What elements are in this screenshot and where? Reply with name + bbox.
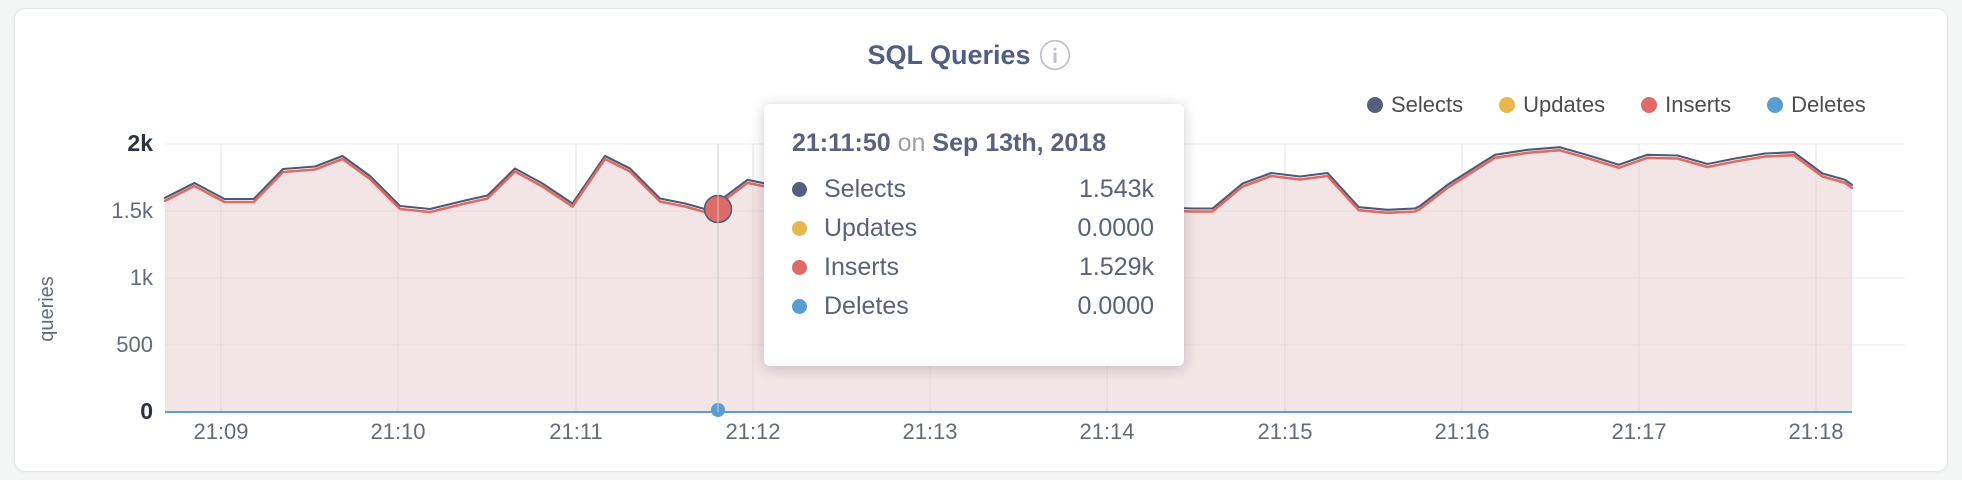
svg-text:2k: 2k	[127, 130, 153, 156]
svg-text:21:17: 21:17	[1611, 419, 1666, 444]
svg-text:21:16: 21:16	[1434, 419, 1489, 444]
svg-text:1.5k: 1.5k	[111, 198, 154, 223]
svg-text:21:14: 21:14	[1079, 419, 1134, 444]
svg-text:1k: 1k	[130, 265, 154, 290]
svg-text:21:09: 21:09	[193, 419, 248, 444]
svg-text:500: 500	[116, 332, 153, 357]
svg-text:21:10: 21:10	[370, 419, 425, 444]
svg-text:21:11: 21:11	[549, 419, 602, 444]
svg-text:21:12: 21:12	[725, 419, 780, 444]
svg-text:0: 0	[140, 398, 153, 424]
svg-text:queries: queries	[36, 276, 58, 342]
svg-text:21:15: 21:15	[1257, 419, 1312, 444]
svg-text:21:13: 21:13	[902, 419, 957, 444]
svg-text:21:18: 21:18	[1788, 419, 1843, 444]
